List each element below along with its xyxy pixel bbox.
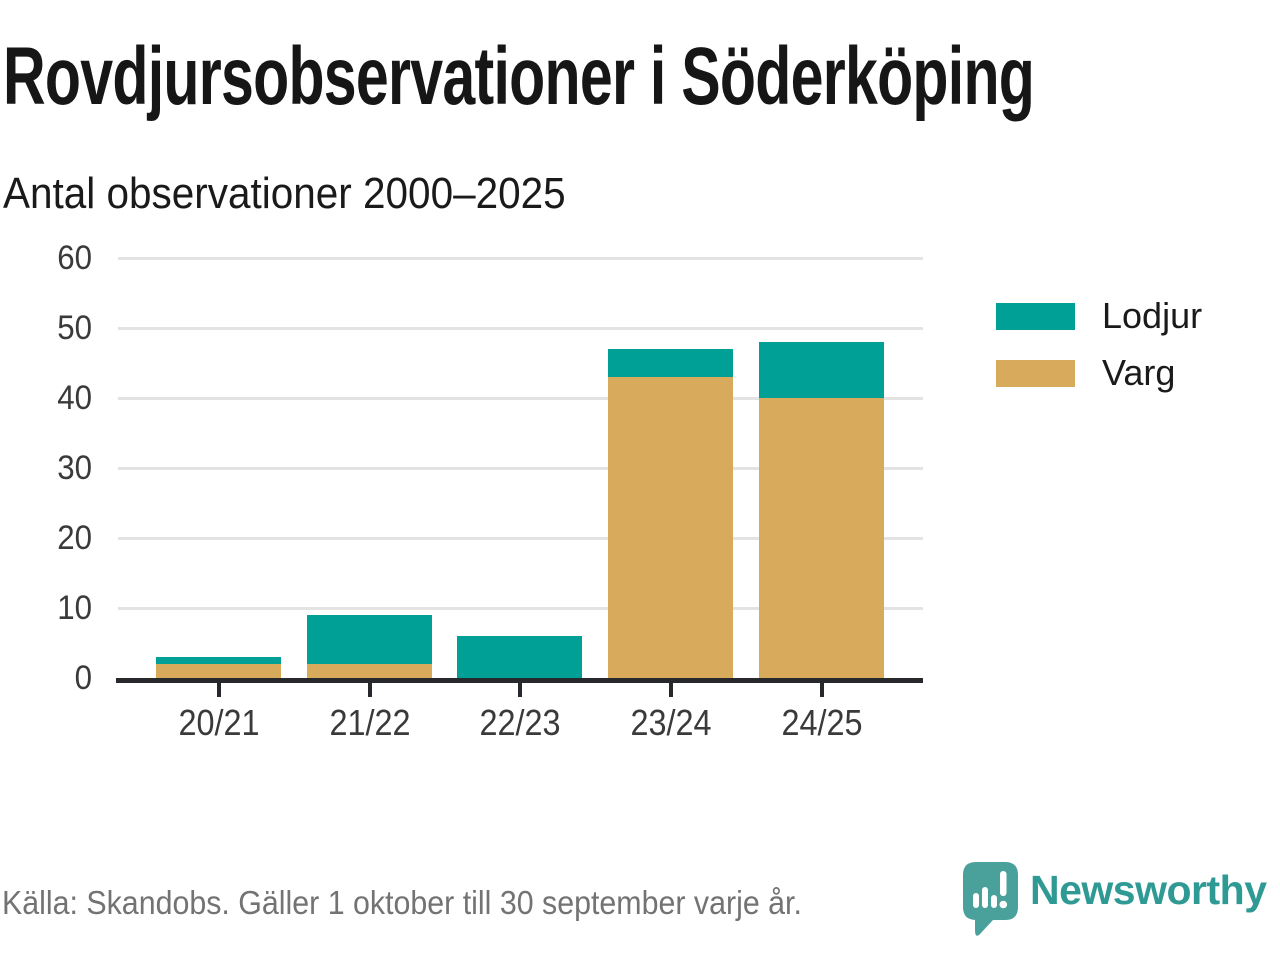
gridline xyxy=(118,467,923,470)
legend: Lodjur Varg xyxy=(996,295,1203,414)
x-axis-label: 21/22 xyxy=(329,702,411,743)
x-axis-label: 20/21 xyxy=(178,702,260,743)
bar-segment-varg xyxy=(608,377,733,678)
bar-21-22 xyxy=(307,615,432,678)
legend-label-lodjur: Lodjur xyxy=(1102,295,1203,336)
y-axis-label: 10 xyxy=(57,589,92,627)
gridline xyxy=(118,607,923,610)
bar-20-21 xyxy=(156,657,281,678)
bar-segment-lodjur xyxy=(307,615,432,664)
newsworthy-speech-bubble-chart-icon xyxy=(963,862,1018,936)
source-note: Källa: Skandobs. Gäller 1 oktober till 3… xyxy=(2,884,802,921)
gridline xyxy=(118,537,923,540)
bar-24-25 xyxy=(759,342,884,678)
y-axis-label: 40 xyxy=(57,379,92,417)
y-axis-label: 0 xyxy=(74,659,92,697)
legend-label-varg: Varg xyxy=(1102,352,1176,393)
x-axis-label: 22/23 xyxy=(479,702,561,743)
x-tick xyxy=(368,683,372,697)
bar-segment-lodjur xyxy=(457,636,582,678)
x-tick xyxy=(669,683,673,697)
legend-swatch-varg xyxy=(996,359,1075,387)
gridline xyxy=(118,397,923,400)
x-axis-label: 23/24 xyxy=(630,702,712,743)
legend-swatch-lodjur xyxy=(996,302,1075,330)
bar-segment-varg xyxy=(759,398,884,678)
y-axis-label: 60 xyxy=(57,239,92,277)
bar-22-23 xyxy=(457,636,582,678)
y-axis-label: 50 xyxy=(57,309,92,347)
plot-area xyxy=(116,257,923,697)
newsworthy-logo: Newsworthy xyxy=(963,862,1267,939)
bar-segment-lodjur xyxy=(156,657,281,664)
y-axis-label: 30 xyxy=(57,449,92,487)
legend-item-varg: Varg xyxy=(996,352,1202,393)
y-axis-label: 20 xyxy=(57,519,92,557)
bar-23-24 xyxy=(608,349,733,678)
x-tick xyxy=(217,683,221,697)
gridline xyxy=(118,327,923,330)
x-tick xyxy=(820,683,824,697)
legend-item-lodjur: Lodjur xyxy=(996,295,1203,336)
bar-segment-varg xyxy=(307,664,432,678)
x-tick xyxy=(518,683,522,697)
brand-name: Newsworthy xyxy=(1030,867,1267,913)
bar-segment-lodjur xyxy=(608,349,733,377)
gridline xyxy=(118,257,923,260)
bar-segment-varg xyxy=(156,664,281,678)
x-axis-label: 24/25 xyxy=(781,702,863,743)
chart-subtitle: Antal observationer 2000–2025 xyxy=(3,169,566,218)
page-title: Rovdjursobservationer i Söderköping xyxy=(3,31,1035,122)
bar-segment-lodjur xyxy=(759,342,884,398)
